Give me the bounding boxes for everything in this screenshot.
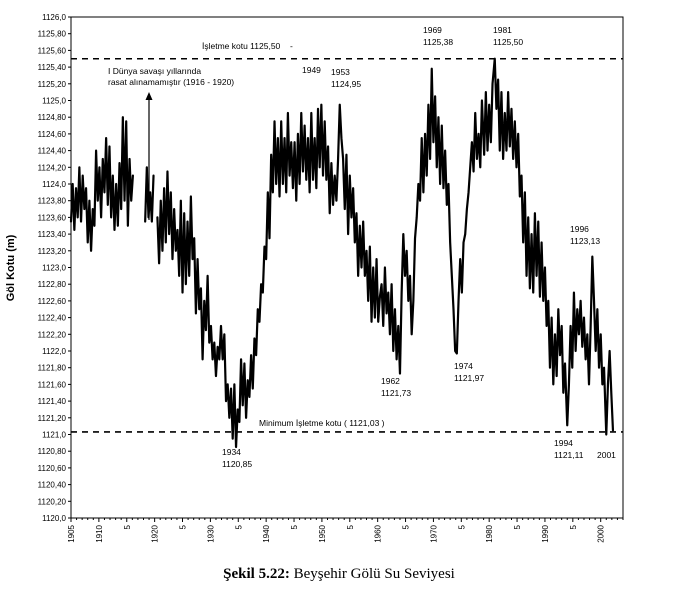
y-tick-label: 1121,60 xyxy=(38,380,67,389)
figure-caption: Şekil 5.22: Beyşehir Gölü Su Seviyesi xyxy=(0,566,678,583)
ann-1994-value: 1121,11 xyxy=(554,450,584,460)
y-axis: 1120,0 1120,20 1120,40 1120,60 1120,80 1121,0… xyxy=(38,13,71,523)
y-tick-label: 1121,80 xyxy=(38,364,67,373)
x-tick-label: 1905 xyxy=(67,524,76,542)
y-tick-label: 1123,80 xyxy=(38,197,67,206)
y-tick-label: 1123,60 xyxy=(38,213,67,222)
x-tick-label: 5 xyxy=(402,524,411,529)
ann-2001-year: 2001 xyxy=(597,450,616,460)
x-tick-label: 5 xyxy=(179,524,188,529)
ann-1969-value: 1125,38 xyxy=(423,37,453,47)
operating-max-label: İşletme kotu 1125,50 xyxy=(202,41,281,51)
reference-lines: İşletme kotu 1125,50 - Minimum İşletme k… xyxy=(71,41,623,433)
ann-1974-value: 1121,97 xyxy=(454,373,484,383)
x-tick-label: 2000 xyxy=(597,524,606,542)
ann-1953-year: 1953 xyxy=(331,67,350,77)
y-tick-label: 1123,0 xyxy=(42,264,66,273)
ann-1974-year: 1974 xyxy=(454,361,473,371)
x-tick-label: 1960 xyxy=(374,524,383,542)
x-tick-label: 5 xyxy=(290,524,299,529)
series-group xyxy=(69,57,615,449)
x-tick-label: 1970 xyxy=(429,524,438,542)
war-gap-note-line-2: rasat alınamamıştır (1916 - 1920) xyxy=(108,77,234,87)
ann-1964-year: 1962 xyxy=(381,376,400,386)
y-axis-label: Göl Kotu (m) xyxy=(5,234,17,301)
ann-1994-year: 1994 xyxy=(554,438,573,448)
y-tick-label: 1124,20 xyxy=(38,163,67,172)
operating-max-label-dash: - xyxy=(290,41,293,51)
y-tick-label: 1124,40 xyxy=(38,147,67,156)
ann-1964-value: 1121,73 xyxy=(381,388,411,398)
ann-1996-year: 1996 xyxy=(570,224,589,234)
x-tick-label: 1920 xyxy=(151,524,160,542)
x-tick-label: 1990 xyxy=(541,524,550,542)
annotations: 1934 1120,85 1949 1953 1124,95 1962 1121… xyxy=(222,25,616,469)
ann-1953-value: 1124,95 xyxy=(331,79,361,89)
ann-1981-year: 1981 xyxy=(493,25,512,35)
x-tick-label: 1980 xyxy=(485,524,494,542)
x-axis: 1905 1910 5 1920 5 1930 5 1940 5 1950 5 1960 5 1970 5 1… xyxy=(67,518,624,543)
war-gap-note-line-1: I Dünya savaşı yıllarında xyxy=(108,66,201,76)
x-tick-label: 5 xyxy=(234,524,243,529)
x-tick-label: 5 xyxy=(123,524,132,529)
series-line-segment xyxy=(144,166,155,223)
y-tick-label: 1122,40 xyxy=(38,314,67,323)
figure-title: Beyşehir Gölü Su Seviyesi xyxy=(293,566,455,582)
y-tick-label: 1121,20 xyxy=(38,414,67,423)
figure-number: Şekil 5.22: xyxy=(223,566,290,582)
ann-1934-value: 1120,85 xyxy=(222,459,252,469)
series-line-segment xyxy=(156,57,615,449)
y-tick-label: 1122,20 xyxy=(38,330,67,339)
x-tick-label: 5 xyxy=(513,524,522,529)
y-tick-label: 1124,80 xyxy=(38,113,67,122)
series-line-segment xyxy=(69,116,134,252)
x-tick-label: 1950 xyxy=(318,524,327,542)
y-tick-label: 1125,20 xyxy=(38,80,67,89)
y-tick-label: 1124,0 xyxy=(42,180,66,189)
ann-1949-year: 1949 xyxy=(302,65,321,75)
y-tick-label: 1125,80 xyxy=(38,30,67,39)
war-gap-arrowhead xyxy=(145,92,153,100)
x-tick-label: 1910 xyxy=(95,524,104,542)
ann-1934-year: 1934 xyxy=(222,447,241,457)
y-tick-label: 1122,0 xyxy=(42,347,66,356)
y-tick-label: 1124,60 xyxy=(38,130,67,139)
ann-1981-value: 1125,50 xyxy=(493,37,523,47)
y-tick-label: 1125,0 xyxy=(42,97,66,106)
x-tick-label: 5 xyxy=(457,524,466,529)
y-tick-label: 1122,60 xyxy=(38,297,67,306)
y-tick-label: 1120,60 xyxy=(38,464,67,473)
y-tick-label: 1121,0 xyxy=(42,431,66,440)
y-tick-label: 1122,80 xyxy=(38,280,67,289)
y-tick-label: 1125,40 xyxy=(38,63,67,72)
y-tick-label: 1121,40 xyxy=(38,397,67,406)
x-tick-label: 5 xyxy=(346,524,355,529)
y-tick-label: 1120,20 xyxy=(38,497,67,506)
y-tick-label: 1120,80 xyxy=(38,447,67,456)
operating-min-label: Minimum İşletme kotu ( 1121,03 ) xyxy=(259,418,385,428)
y-tick-label: 1125,60 xyxy=(38,46,67,55)
y-tick-label: 1126,0 xyxy=(42,13,66,22)
x-tick-label: 1940 xyxy=(262,524,271,542)
ann-1969-year: 1969 xyxy=(423,25,442,35)
lake-level-chart: 1120,0 1120,20 1120,40 1120,60 1120,80 1121,0… xyxy=(5,13,624,543)
y-tick-label: 1120,0 xyxy=(42,514,66,523)
y-tick-label: 1123,20 xyxy=(38,247,67,256)
x-tick-label: 5 xyxy=(569,524,578,529)
x-tick-label: 1930 xyxy=(206,524,215,542)
y-tick-label: 1120,40 xyxy=(38,481,67,490)
ann-1996-value: 1123,13 xyxy=(570,236,600,246)
y-tick-label: 1123,40 xyxy=(38,230,67,239)
